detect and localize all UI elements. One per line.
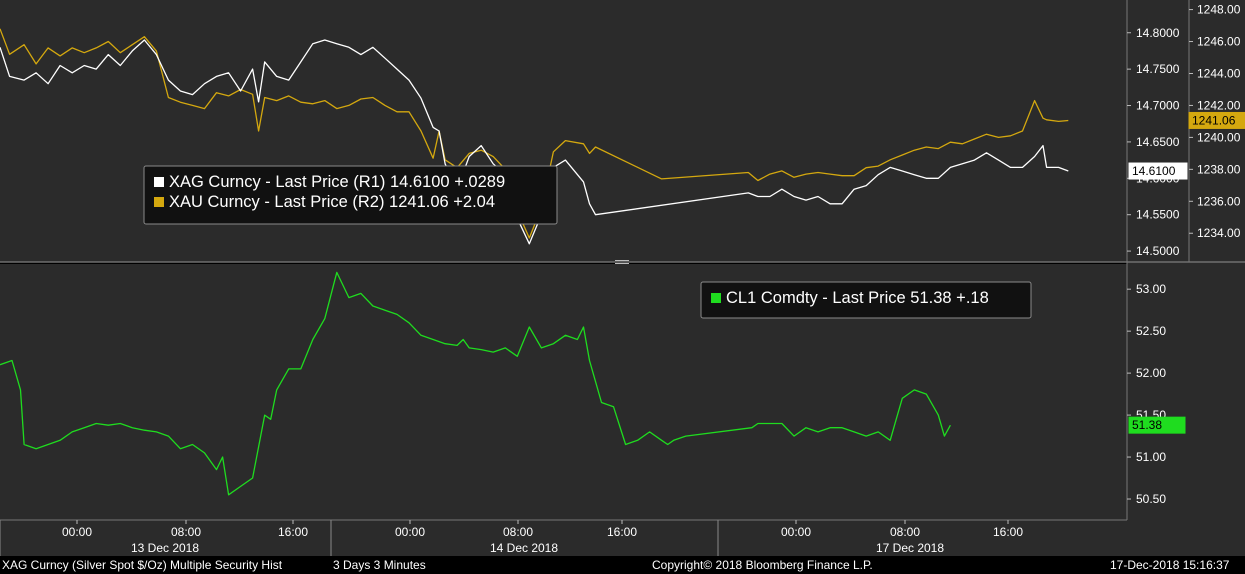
silver-axis-label: 14.7500 xyxy=(1136,62,1180,76)
cl1-series-line xyxy=(0,271,951,496)
top-legend-entry: XAG Curncy - Last Price (R1) 14.6100 +.0… xyxy=(169,173,505,191)
last-value-tags: 14.6100 1241.06 51.38 xyxy=(1128,111,1245,434)
oil-axis-label: 53.00 xyxy=(1136,282,1166,296)
x-axis: 00:00 08:00 16:00 00:00 08:00 16:00 00:00 08:00… xyxy=(0,520,1023,556)
right-axis-background xyxy=(1127,0,1245,556)
x-tick-label: 00:00 xyxy=(781,525,811,539)
x-tick-label: 00:00 xyxy=(62,525,92,539)
oil-last-tag-value: 51.38 xyxy=(1132,418,1162,432)
chart-canvas: 14.800014.750014.700014.650014.600014.55… xyxy=(0,0,1245,556)
gold-axis-label: 1246.00 xyxy=(1197,35,1241,49)
security-description: XAG Curncy (Silver Spot $/Oz) Multiple S… xyxy=(2,558,283,572)
x-tick-label: 16:00 xyxy=(993,525,1023,539)
top-legend-entry: XAU Curncy - Last Price (R2) 1241.06 +2.… xyxy=(169,193,495,211)
x-tick-label: 08:00 xyxy=(503,525,533,539)
x-tick-label: 08:00 xyxy=(890,525,920,539)
top-legend-box[interactable] xyxy=(143,165,558,225)
date-label: 17 Dec 2018 xyxy=(876,541,944,555)
bottom-legend-swatch xyxy=(711,293,721,303)
bottom-legend-entry: CL1 Comdty - Last Price 51.38 +.18 xyxy=(726,289,989,307)
silver-axis-label: 14.8000 xyxy=(1136,26,1180,40)
top-legend-swatch xyxy=(154,197,164,207)
silver-axis-label: 14.5000 xyxy=(1136,244,1180,258)
silver-axis-label: 14.5500 xyxy=(1136,208,1180,222)
date-label: 13 Dec 2018 xyxy=(131,541,199,555)
period-label: 3 Days 3 Minutes xyxy=(333,558,426,572)
date-label: 14 Dec 2018 xyxy=(490,541,558,555)
silver-last-tag-value: 14.6100 xyxy=(1132,164,1176,178)
gold-axis-label: 1234.00 xyxy=(1197,226,1241,240)
bottom-legend-box[interactable] xyxy=(700,281,1032,319)
silver-axis-label: 14.7000 xyxy=(1136,99,1180,113)
gold-axis-label: 1240.00 xyxy=(1197,130,1241,144)
oil-axis-label: 50.50 xyxy=(1136,492,1166,506)
silver-last-tag-box xyxy=(1128,162,1188,180)
gold-last-tag-box xyxy=(1188,111,1245,129)
x-tick-label: 16:00 xyxy=(607,525,637,539)
bottom-panel-series xyxy=(0,271,951,496)
oil-axis-label: 52.00 xyxy=(1136,366,1166,380)
gold-axis-label: 1242.00 xyxy=(1197,98,1241,112)
oil-axis-label: 51.00 xyxy=(1136,450,1166,464)
status-bar: XAG Curncy (Silver Spot $/Oz) Multiple S… xyxy=(0,556,1245,574)
silver-axis-label: 14.6500 xyxy=(1136,135,1180,149)
top-legend-swatch xyxy=(154,177,164,187)
timestamp: 17-Dec-2018 15:16:37 xyxy=(1110,558,1230,572)
gold-axis-ticks: 1248.00 1246.00 1244.00 1242.00 1240.00 1238.… xyxy=(1189,3,1241,240)
gold-last-tag-value: 1241.06 xyxy=(1192,113,1236,127)
gold-axis-label: 1244.00 xyxy=(1197,66,1241,80)
x-tick-label: 16:00 xyxy=(278,525,308,539)
x-tick-label: 08:00 xyxy=(171,525,201,539)
oil-last-tag-box xyxy=(1128,416,1186,434)
gold-axis-label: 1236.00 xyxy=(1197,194,1241,208)
copyright: Copyright© 2018 Bloomberg Finance L.P. xyxy=(652,558,873,572)
xau-series-line xyxy=(0,28,1069,239)
silver-axis-ticks: 14.800014.750014.700014.650014.600014.55… xyxy=(1127,26,1180,258)
gold-axis-label: 1238.00 xyxy=(1197,162,1241,176)
legends[interactable]: XAG Curncy - Last Price (R1) 14.6100 +.0… xyxy=(143,165,1032,319)
gold-axis-label: 1248.00 xyxy=(1197,3,1241,17)
oil-axis-label: 52.50 xyxy=(1136,324,1166,338)
x-axis-background xyxy=(0,520,1127,556)
x-tick-label: 00:00 xyxy=(395,525,425,539)
